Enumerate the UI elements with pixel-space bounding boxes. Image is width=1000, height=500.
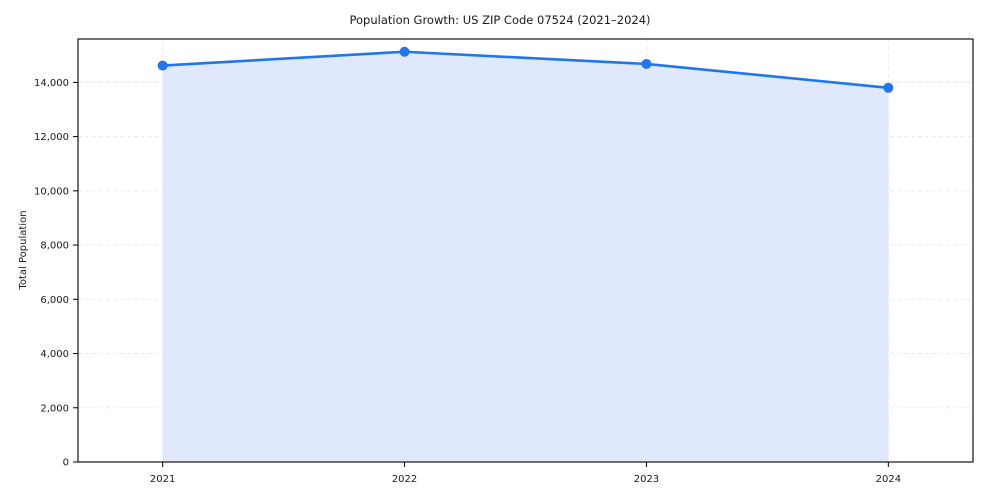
y-axis-ticks: 0 2,000 4,000 6,000 8,000 10,000 12,000 14,000 (34, 78, 78, 469)
y-axis-label: Total Population (18, 210, 29, 290)
series-line-total-population (161, 50, 890, 90)
y-tick-label: 4,000 (40, 349, 69, 360)
plot-area-border (77, 38, 974, 463)
y-tick-label: 12,000 (34, 132, 69, 143)
y-tick-label: 10,000 (34, 186, 69, 197)
y-tick-label: 6,000 (40, 295, 69, 306)
y-tick-label: 14,000 (34, 78, 69, 89)
x-tick-label: 2021 (150, 474, 175, 485)
data-point-marker (157, 60, 168, 71)
y-tick-label: 0 (63, 458, 69, 469)
data-point-marker (399, 46, 410, 57)
y-tick-label: 8,000 (40, 241, 69, 252)
y-tick-label: 2,000 (40, 403, 69, 414)
data-point-marker (883, 82, 894, 93)
x-axis-ticks: 2021 2022 2023 2024 (150, 462, 901, 485)
x-tick-label: 2024 (876, 474, 901, 485)
x-tick-label: 2022 (392, 474, 417, 485)
data-point-marker (641, 58, 652, 69)
data-line (161, 50, 890, 90)
area-fill-path (162, 51, 889, 462)
area-fill (162, 51, 889, 462)
x-tick-label: 2023 (634, 474, 659, 485)
chart-title: Population Growth: US ZIP Code 07524 (20… (349, 13, 650, 27)
data-markers (157, 46, 894, 93)
